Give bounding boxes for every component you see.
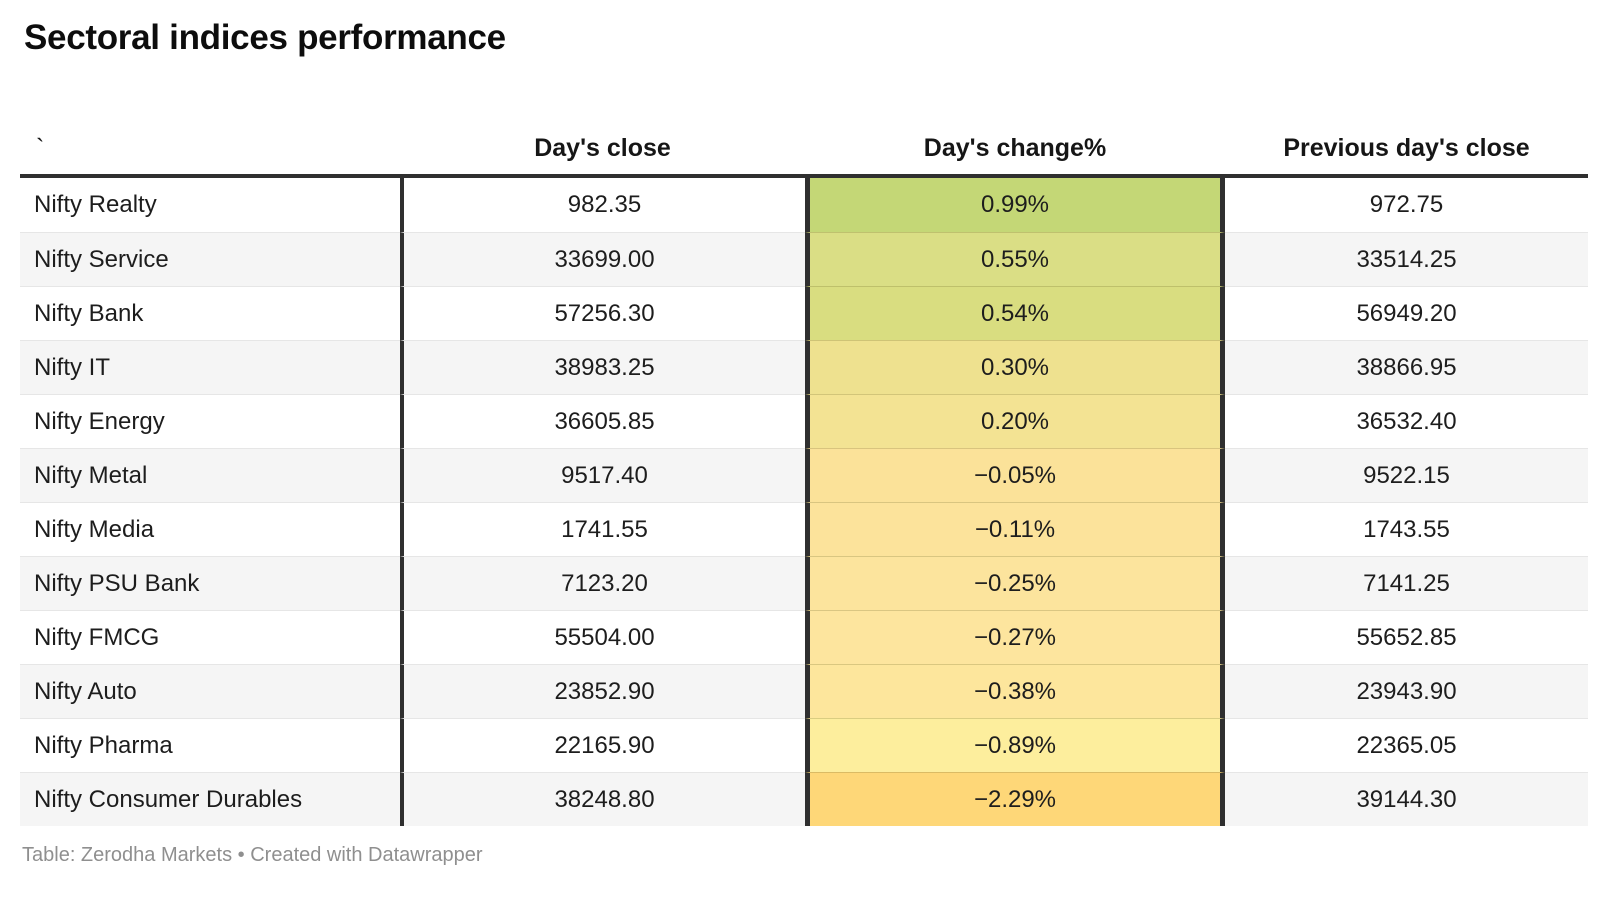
table-row: Nifty PSU Bank 7123.20 −0.25% 7141.25 xyxy=(20,556,1588,610)
index-name-cell: Nifty Auto xyxy=(20,664,400,718)
table-row: Nifty Consumer Durables 38248.80 −2.29% … xyxy=(20,772,1588,826)
previous-close-cell: 972.75 xyxy=(1369,191,1444,218)
index-name-cell: Nifty IT xyxy=(20,340,400,394)
days-change-cell: 0.20% xyxy=(805,394,1225,448)
table-row: Nifty Metal 9517.40 −0.05% 9522.15 xyxy=(20,448,1588,502)
table-row: Nifty Service 33699.00 0.55% 33514.25 xyxy=(20,232,1588,286)
table-row: Nifty Auto 23852.90 −0.38% 23943.90 xyxy=(20,664,1588,718)
index-name-cell: Nifty Realty xyxy=(34,191,157,218)
previous-close-cell: 7141.25 xyxy=(1225,556,1588,610)
sectoral-indices-table: ` Day's close Day's change% Previous day… xyxy=(20,106,1588,826)
previous-close-cell: 55652.85 xyxy=(1225,610,1588,664)
page-title: Sectoral indices performance xyxy=(24,18,506,57)
table-body: Nifty Realty 982.35 0.99% 972.75 Nifty S… xyxy=(20,174,1588,826)
days-change-cell: −2.29% xyxy=(805,772,1225,826)
index-name-cell: Nifty Energy xyxy=(20,394,400,448)
days-change-cell: 0.30% xyxy=(805,340,1225,394)
days-close-cell: 55504.00 xyxy=(400,610,805,664)
days-close-cell: 7123.20 xyxy=(400,556,805,610)
days-close-cell: 36605.85 xyxy=(400,394,805,448)
table-source-credit: Table: Zerodha Markets • Created with Da… xyxy=(22,844,483,866)
previous-close-cell: 1743.55 xyxy=(1225,502,1588,556)
previous-close-cell: 56949.20 xyxy=(1225,286,1588,340)
table-row: Nifty Energy 36605.85 0.20% 36532.40 xyxy=(20,394,1588,448)
index-name-cell: Nifty Consumer Durables xyxy=(20,772,400,826)
table-row: Nifty Media 1741.55 −0.11% 1743.55 xyxy=(20,502,1588,556)
index-name-cell: Nifty PSU Bank xyxy=(20,556,400,610)
days-close-cell: 1741.55 xyxy=(400,502,805,556)
column-header-index: ` xyxy=(36,133,45,162)
index-name-cell: Nifty Service xyxy=(20,232,400,286)
previous-close-cell: 38866.95 xyxy=(1225,340,1588,394)
days-close-cell: 22165.90 xyxy=(400,718,805,772)
table-row: Nifty Realty 982.35 0.99% 972.75 xyxy=(20,178,1588,232)
previous-close-cell: 23943.90 xyxy=(1225,664,1588,718)
days-close-cell: 33699.00 xyxy=(400,232,805,286)
column-header-days-change: Day's change% xyxy=(923,133,1107,162)
days-close-cell: 57256.30 xyxy=(400,286,805,340)
index-name-cell: Nifty Pharma xyxy=(20,718,400,772)
previous-close-cell: 36532.40 xyxy=(1225,394,1588,448)
previous-close-cell: 33514.25 xyxy=(1225,232,1588,286)
days-change-cell: 0.55% xyxy=(805,232,1225,286)
days-change-cell: 0.99% xyxy=(805,178,1225,232)
index-name-cell: Nifty Media xyxy=(20,502,400,556)
days-close-cell: 38983.25 xyxy=(400,340,805,394)
index-name-cell: Nifty Bank xyxy=(20,286,400,340)
days-change-cell: −0.11% xyxy=(805,502,1225,556)
table-row: Nifty IT 38983.25 0.30% 38866.95 xyxy=(20,340,1588,394)
previous-close-cell: 9522.15 xyxy=(1225,448,1588,502)
days-change-cell: −0.38% xyxy=(805,664,1225,718)
days-close-cell: 38248.80 xyxy=(400,772,805,826)
table-row: Nifty FMCG 55504.00 −0.27% 55652.85 xyxy=(20,610,1588,664)
previous-close-cell: 39144.30 xyxy=(1225,772,1588,826)
days-change-cell: 0.54% xyxy=(805,286,1225,340)
days-close-cell: 982.35 xyxy=(400,178,805,232)
index-name-cell: Nifty FMCG xyxy=(20,610,400,664)
column-header-previous-close: Previous day's close xyxy=(1283,133,1530,162)
index-name-cell: Nifty Metal xyxy=(20,448,400,502)
days-change-cell: −0.27% xyxy=(805,610,1225,664)
days-close-cell: 23852.90 xyxy=(400,664,805,718)
table-row: Nifty Bank 57256.30 0.54% 56949.20 xyxy=(20,286,1588,340)
table-row: Nifty Pharma 22165.90 −0.89% 22365.05 xyxy=(20,718,1588,772)
days-change-cell: −0.25% xyxy=(805,556,1225,610)
column-header-days-close: Day's close xyxy=(534,133,671,162)
previous-close-cell: 22365.05 xyxy=(1225,718,1588,772)
days-close-cell: 9517.40 xyxy=(400,448,805,502)
table-header-row: ` Day's close Day's change% Previous day… xyxy=(20,106,1588,174)
days-change-cell: −0.89% xyxy=(805,718,1225,772)
days-change-cell: −0.05% xyxy=(805,448,1225,502)
